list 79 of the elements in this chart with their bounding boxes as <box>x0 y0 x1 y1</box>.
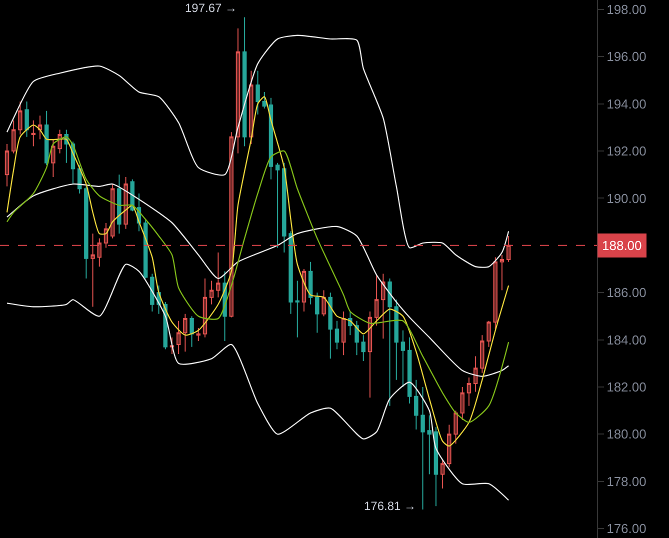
candlestick <box>400 330 406 388</box>
candlestick <box>117 174 122 234</box>
ref-line-label: 188.00 <box>602 238 642 253</box>
candlestick <box>394 299 398 380</box>
candlestick <box>486 320 491 348</box>
candlestick <box>454 410 458 444</box>
candlestick <box>315 292 320 334</box>
candlestick <box>275 162 280 248</box>
candlestick <box>183 313 188 352</box>
candlestick <box>104 222 108 248</box>
line-series <box>6 136 510 423</box>
candlestick <box>388 278 392 406</box>
candlestick <box>480 334 484 374</box>
y-tick-label: 178.00 <box>606 474 646 489</box>
candlestick <box>24 100 29 138</box>
candlestick <box>506 235 511 262</box>
candlestick <box>236 28 240 154</box>
candlestick <box>440 460 445 489</box>
y-tick-label: 180.00 <box>606 426 646 442</box>
line-series <box>6 34 510 268</box>
candlestick <box>354 320 359 356</box>
candlestick <box>374 274 379 326</box>
candlestick <box>288 230 293 314</box>
candlestick <box>97 238 102 268</box>
candlestick <box>348 310 352 336</box>
candlestick <box>4 143 10 187</box>
annotation: 176.81 → <box>364 499 416 513</box>
candlestick <box>202 278 208 338</box>
y-tick-label: 186.00 <box>606 285 646 300</box>
candlestick <box>44 110 49 166</box>
candlestick <box>414 379 418 430</box>
candlestick <box>368 310 372 398</box>
candlestick <box>51 138 56 178</box>
candlestick <box>341 310 346 356</box>
candlestick <box>256 70 260 115</box>
candlestick <box>209 280 214 305</box>
candlestick <box>420 386 425 510</box>
candlestick <box>282 162 286 253</box>
candlestick <box>361 334 366 362</box>
candlestick <box>493 256 498 330</box>
candlestick <box>295 280 300 338</box>
line-series <box>6 96 510 447</box>
candlestick <box>434 426 438 507</box>
candlestick <box>90 233 95 308</box>
candlestick <box>328 292 332 360</box>
candlestick <box>18 100 22 135</box>
candlestick <box>216 252 220 298</box>
candlestick <box>447 424 452 468</box>
y-tick-label: 190.00 <box>606 190 646 206</box>
candlestick <box>84 186 88 279</box>
candlestick <box>460 386 464 421</box>
y-tick-label: 176.00 <box>606 521 646 536</box>
candlestick <box>308 261 313 305</box>
candlestick <box>500 254 504 291</box>
candlestick <box>196 327 200 342</box>
y-tick-label: 196.00 <box>606 49 646 64</box>
candlestick <box>176 320 181 354</box>
candlestick <box>190 316 194 348</box>
candlestick <box>262 92 266 110</box>
candlestick <box>31 120 36 147</box>
candlestick <box>466 377 472 406</box>
y-tick-label: 198.00 <box>606 2 646 17</box>
y-tick-label: 184.00 <box>606 332 646 348</box>
candlestick <box>124 176 128 230</box>
candlestick <box>427 414 432 475</box>
candlestick <box>407 336 412 404</box>
y-tick-label: 194.00 <box>606 96 646 112</box>
candlestick <box>150 273 154 312</box>
candlestick <box>11 120 16 154</box>
y-tick-label: 192.00 <box>606 144 646 159</box>
candlestick <box>322 290 326 317</box>
candlestick <box>473 356 478 392</box>
candlestick <box>242 16 247 147</box>
line-series <box>6 183 510 377</box>
candlestick <box>381 273 386 340</box>
y-tick-label: 182.00 <box>606 380 646 395</box>
annotation: 197.67 → <box>185 1 238 15</box>
candlestick <box>334 320 340 350</box>
line-series <box>6 264 510 501</box>
